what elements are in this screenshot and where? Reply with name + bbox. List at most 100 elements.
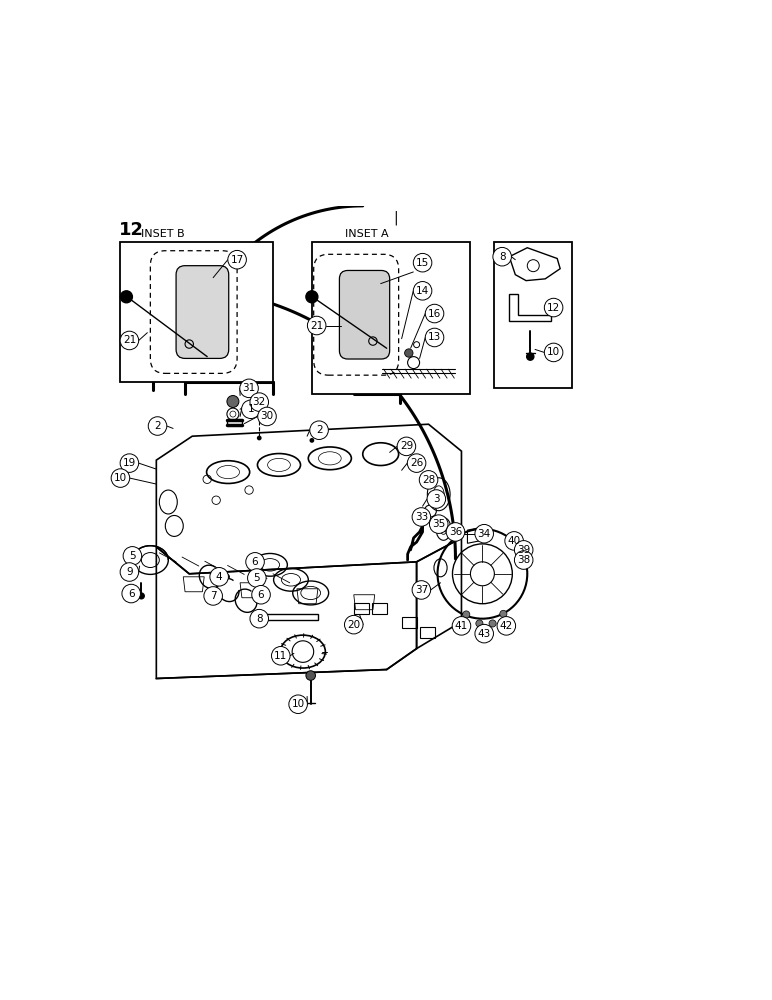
Circle shape bbox=[123, 547, 142, 565]
FancyBboxPatch shape bbox=[176, 266, 229, 358]
FancyBboxPatch shape bbox=[340, 270, 390, 359]
Circle shape bbox=[475, 624, 493, 643]
Circle shape bbox=[425, 328, 444, 347]
Circle shape bbox=[427, 490, 445, 508]
Text: 12: 12 bbox=[119, 221, 144, 239]
Text: 28: 28 bbox=[422, 475, 435, 485]
Text: 30: 30 bbox=[260, 411, 273, 421]
Bar bbox=[120, 242, 273, 382]
Text: 10: 10 bbox=[547, 347, 560, 357]
Text: 7: 7 bbox=[210, 591, 216, 601]
Text: 32: 32 bbox=[252, 397, 266, 407]
Text: 17: 17 bbox=[231, 255, 244, 265]
Text: 14: 14 bbox=[416, 286, 429, 296]
Circle shape bbox=[499, 610, 507, 617]
Circle shape bbox=[429, 515, 448, 533]
Text: 11: 11 bbox=[274, 651, 287, 661]
Circle shape bbox=[228, 250, 246, 269]
Circle shape bbox=[272, 646, 290, 665]
Circle shape bbox=[493, 247, 511, 266]
Circle shape bbox=[462, 611, 470, 618]
Text: 8: 8 bbox=[499, 252, 506, 262]
Circle shape bbox=[307, 316, 326, 335]
Text: 16: 16 bbox=[428, 309, 441, 319]
Bar bbox=[494, 242, 572, 388]
Text: 33: 33 bbox=[415, 512, 428, 522]
Circle shape bbox=[252, 585, 270, 604]
Circle shape bbox=[122, 584, 141, 603]
Circle shape bbox=[310, 421, 328, 439]
Text: 5: 5 bbox=[253, 573, 260, 583]
Bar bbox=[354, 603, 369, 614]
Circle shape bbox=[120, 454, 139, 472]
Circle shape bbox=[527, 353, 534, 360]
Circle shape bbox=[248, 569, 266, 587]
Circle shape bbox=[257, 436, 262, 440]
Text: 19: 19 bbox=[123, 458, 136, 468]
Circle shape bbox=[489, 620, 496, 627]
Bar bbox=[420, 627, 435, 638]
Text: 2: 2 bbox=[316, 425, 323, 435]
Text: 13: 13 bbox=[428, 332, 441, 342]
Circle shape bbox=[120, 331, 139, 350]
Text: 31: 31 bbox=[242, 383, 256, 393]
Text: 10: 10 bbox=[113, 473, 127, 483]
Circle shape bbox=[475, 524, 493, 543]
Circle shape bbox=[446, 523, 465, 541]
Text: 6: 6 bbox=[258, 590, 264, 600]
Text: 21: 21 bbox=[123, 335, 136, 345]
Circle shape bbox=[111, 469, 130, 487]
Text: 8: 8 bbox=[256, 614, 262, 624]
Text: |: | bbox=[394, 210, 398, 225]
Circle shape bbox=[497, 617, 516, 635]
Circle shape bbox=[306, 671, 316, 680]
Text: 29: 29 bbox=[400, 441, 413, 451]
Circle shape bbox=[397, 437, 415, 456]
Circle shape bbox=[258, 407, 276, 426]
Circle shape bbox=[120, 291, 133, 303]
Text: 4: 4 bbox=[216, 572, 222, 582]
Text: 3: 3 bbox=[433, 494, 439, 504]
Bar bbox=[372, 603, 387, 614]
Circle shape bbox=[120, 563, 139, 581]
Circle shape bbox=[227, 396, 239, 407]
Circle shape bbox=[425, 304, 444, 323]
Text: 15: 15 bbox=[416, 258, 429, 268]
Circle shape bbox=[250, 393, 269, 411]
Text: INSET B: INSET B bbox=[141, 229, 185, 239]
Text: INSET A: INSET A bbox=[345, 229, 388, 239]
Circle shape bbox=[408, 454, 426, 472]
Text: 40: 40 bbox=[507, 536, 520, 546]
Text: 2: 2 bbox=[154, 421, 161, 431]
Circle shape bbox=[412, 581, 431, 599]
Circle shape bbox=[405, 349, 413, 357]
Circle shape bbox=[137, 592, 145, 600]
Circle shape bbox=[476, 620, 483, 627]
Text: 10: 10 bbox=[292, 699, 305, 709]
Text: 6: 6 bbox=[252, 557, 259, 567]
Text: 34: 34 bbox=[478, 529, 491, 539]
Circle shape bbox=[250, 609, 269, 628]
Text: 1: 1 bbox=[248, 404, 254, 414]
Circle shape bbox=[148, 417, 167, 435]
Circle shape bbox=[306, 291, 318, 303]
Text: 5: 5 bbox=[129, 551, 136, 561]
Circle shape bbox=[245, 553, 264, 571]
Bar bbox=[401, 617, 417, 628]
Circle shape bbox=[413, 282, 432, 300]
Circle shape bbox=[204, 587, 222, 605]
Text: 6: 6 bbox=[128, 589, 134, 599]
Circle shape bbox=[210, 568, 229, 586]
Circle shape bbox=[412, 508, 431, 526]
Text: 21: 21 bbox=[310, 321, 323, 331]
Text: 38: 38 bbox=[517, 555, 530, 565]
Text: 26: 26 bbox=[410, 458, 423, 468]
Circle shape bbox=[514, 551, 533, 569]
Circle shape bbox=[413, 253, 432, 272]
Circle shape bbox=[544, 298, 563, 317]
Text: 43: 43 bbox=[478, 629, 491, 639]
Circle shape bbox=[544, 343, 563, 362]
Circle shape bbox=[452, 617, 471, 635]
Text: 41: 41 bbox=[455, 621, 468, 631]
Text: 35: 35 bbox=[432, 519, 445, 529]
